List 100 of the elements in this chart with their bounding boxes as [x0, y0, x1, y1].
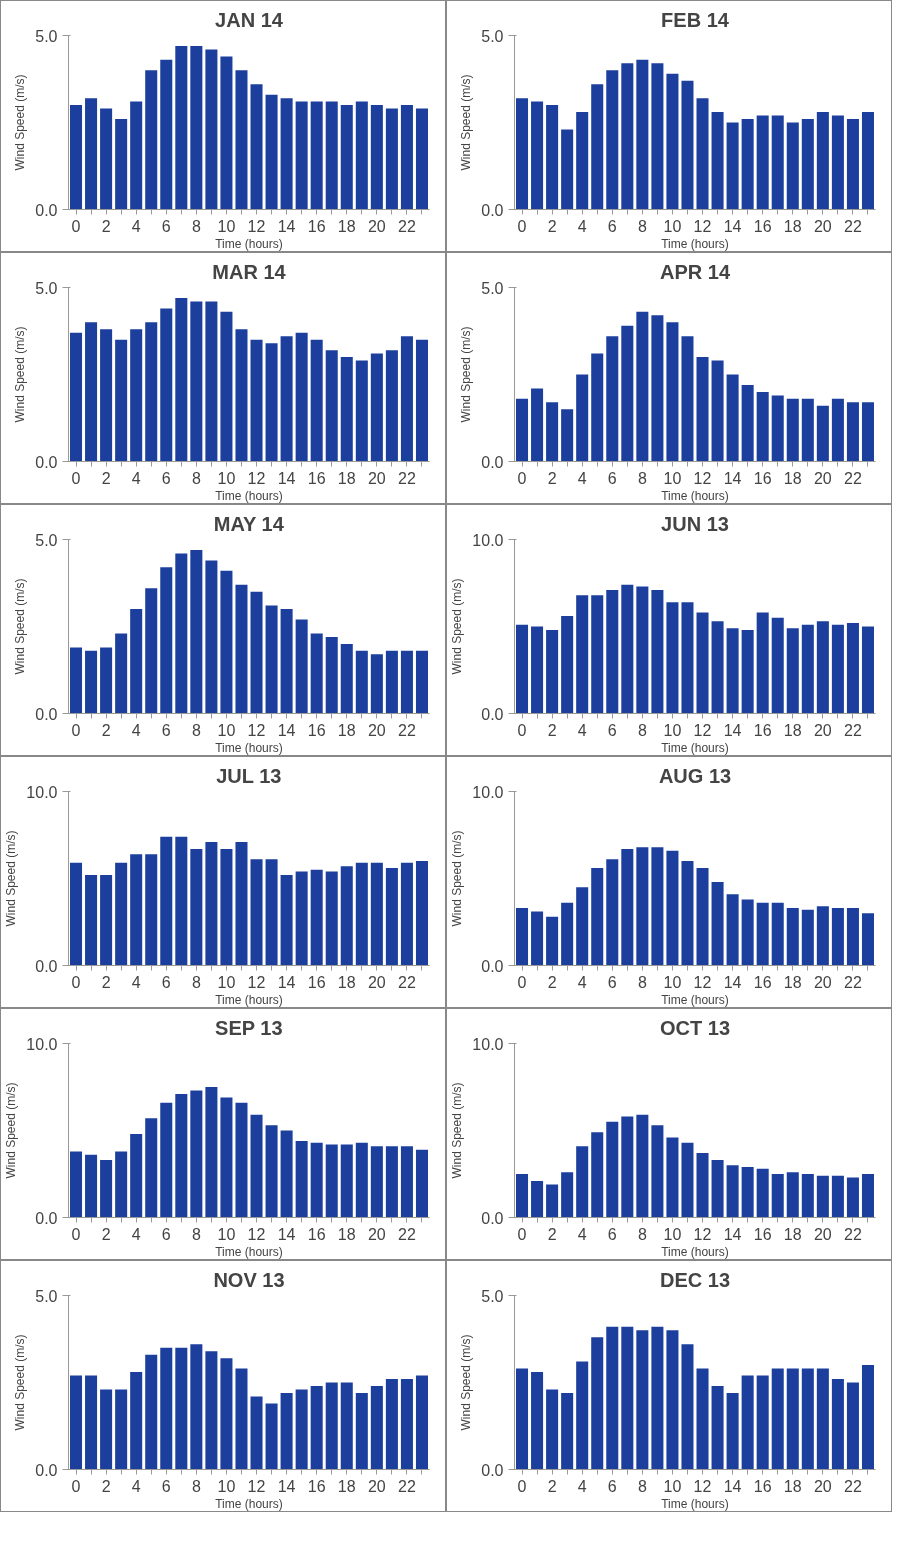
- x-tick-label: 0: [71, 469, 81, 487]
- x-tick-label: 16: [307, 721, 326, 739]
- chart-title: DEC 13: [659, 1268, 731, 1291]
- x-tick-label: 10: [217, 721, 236, 739]
- x-tick-label: 18: [783, 1225, 802, 1243]
- y-axis-title: Wind Speed (m/s): [13, 326, 28, 423]
- x-tick-label: 14: [277, 1477, 296, 1495]
- x-tick-label: 10: [663, 217, 682, 235]
- x-tick-label: 8: [191, 217, 201, 235]
- x-tick-label: 2: [101, 973, 111, 991]
- x-tick-label: 16: [753, 1477, 772, 1495]
- chart-title: MAR 14: [212, 260, 287, 283]
- y-axis-title: Wind Speed (m/s): [13, 578, 28, 675]
- x-axis-title: Time (hours): [215, 236, 283, 251]
- x-axis-title: Time (hours): [661, 236, 729, 251]
- x-axis-title: Time (hours): [215, 992, 283, 1007]
- y-tick-label: 10.0: [472, 1035, 504, 1053]
- y-tick-label: 10.0: [472, 783, 504, 801]
- x-tick-label: 10: [663, 973, 682, 991]
- x-tick-label: 6: [161, 973, 171, 991]
- x-tick-label: 2: [547, 1477, 557, 1495]
- x-tick-label: 20: [367, 721, 386, 739]
- x-tick-label: 16: [753, 973, 772, 991]
- chart-title: JUL 13: [216, 764, 282, 787]
- y-axis-title: Wind Speed (m/s): [450, 578, 465, 675]
- x-tick-label: 0: [517, 1225, 527, 1243]
- x-tick-label: 2: [101, 1225, 111, 1243]
- x-tick-label: 0: [71, 721, 81, 739]
- x-tick-label: 16: [307, 1225, 326, 1243]
- x-tick-label: 14: [723, 973, 742, 991]
- chart-title: NOV 13: [213, 1268, 285, 1291]
- y-tick-label: 0.0: [481, 453, 504, 471]
- x-axis-title: Time (hours): [661, 1496, 729, 1511]
- x-tick-label: 22: [398, 973, 416, 991]
- y-tick-label: 5.0: [35, 279, 58, 297]
- x-tick-label: 0: [517, 1477, 527, 1495]
- x-tick-label: 12: [693, 721, 712, 739]
- y-axis-title: Wind Speed (m/s): [450, 1082, 465, 1179]
- x-tick-label: 22: [844, 1225, 862, 1243]
- x-tick-label: 20: [367, 1477, 386, 1495]
- x-tick-label: 8: [191, 1225, 201, 1243]
- y-axis-title: Wind Speed (m/s): [4, 1082, 19, 1179]
- y-axis-title: Wind Speed (m/s): [459, 1334, 474, 1431]
- x-tick-label: 6: [607, 721, 617, 739]
- x-axis-title: Time (hours): [661, 488, 729, 503]
- x-tick-label: 4: [131, 217, 141, 235]
- x-tick-label: 20: [813, 721, 832, 739]
- y-tick-label: 0.0: [35, 453, 58, 471]
- y-tick-label: 0.0: [481, 705, 504, 723]
- x-tick-label: 14: [277, 469, 296, 487]
- x-tick-label: 18: [337, 1225, 356, 1243]
- x-tick-label: 22: [398, 469, 416, 487]
- x-tick-label: 2: [101, 1477, 111, 1495]
- x-tick-label: 12: [247, 721, 266, 739]
- x-tick-label: 0: [517, 469, 527, 487]
- x-tick-label: 16: [307, 217, 326, 235]
- x-tick-label: 22: [398, 217, 416, 235]
- x-tick-label: 6: [607, 973, 617, 991]
- x-tick-label: 0: [71, 217, 81, 235]
- x-tick-label: 2: [101, 217, 111, 235]
- x-tick-label: 0: [517, 973, 527, 991]
- x-tick-label: 2: [101, 721, 111, 739]
- y-axis-title: Wind Speed (m/s): [13, 74, 28, 171]
- y-tick-label: 10.0: [26, 783, 58, 801]
- x-tick-label: 14: [277, 217, 296, 235]
- x-tick-label: 10: [217, 469, 236, 487]
- x-tick-label: 4: [577, 217, 587, 235]
- x-axis-title: Time (hours): [661, 1244, 729, 1259]
- x-tick-label: 0: [517, 217, 527, 235]
- x-tick-label: 14: [723, 217, 742, 235]
- x-tick-label: 16: [753, 217, 772, 235]
- x-tick-label: 0: [71, 973, 81, 991]
- x-tick-label: 20: [813, 1477, 832, 1495]
- x-tick-label: 22: [398, 721, 416, 739]
- x-tick-label: 4: [131, 1225, 141, 1243]
- x-tick-label: 20: [367, 217, 386, 235]
- x-tick-label: 18: [783, 973, 802, 991]
- x-tick-label: 14: [723, 1477, 742, 1495]
- x-axis-title: Time (hours): [215, 740, 283, 755]
- x-tick-label: 12: [247, 973, 266, 991]
- x-tick-label: 10: [663, 721, 682, 739]
- x-tick-label: 4: [131, 973, 141, 991]
- x-tick-label: 18: [783, 217, 802, 235]
- x-axis-title: Time (hours): [215, 488, 283, 503]
- y-tick-label: 5.0: [35, 531, 58, 549]
- x-tick-label: 22: [844, 469, 862, 487]
- chart-title: JUN 13: [661, 512, 729, 535]
- x-tick-label: 2: [547, 217, 557, 235]
- x-tick-label: 18: [337, 721, 356, 739]
- y-axis-title: Wind Speed (m/s): [459, 74, 474, 171]
- x-tick-label: 10: [663, 469, 682, 487]
- x-tick-label: 6: [161, 1477, 171, 1495]
- x-tick-label: 16: [307, 973, 326, 991]
- x-tick-label: 22: [398, 1477, 416, 1495]
- y-tick-label: 5.0: [481, 279, 504, 297]
- x-tick-label: 4: [577, 469, 587, 487]
- x-tick-label: 18: [783, 721, 802, 739]
- x-tick-label: 4: [131, 721, 141, 739]
- x-tick-label: 20: [367, 973, 386, 991]
- chart-title: OCT 13: [659, 1016, 731, 1039]
